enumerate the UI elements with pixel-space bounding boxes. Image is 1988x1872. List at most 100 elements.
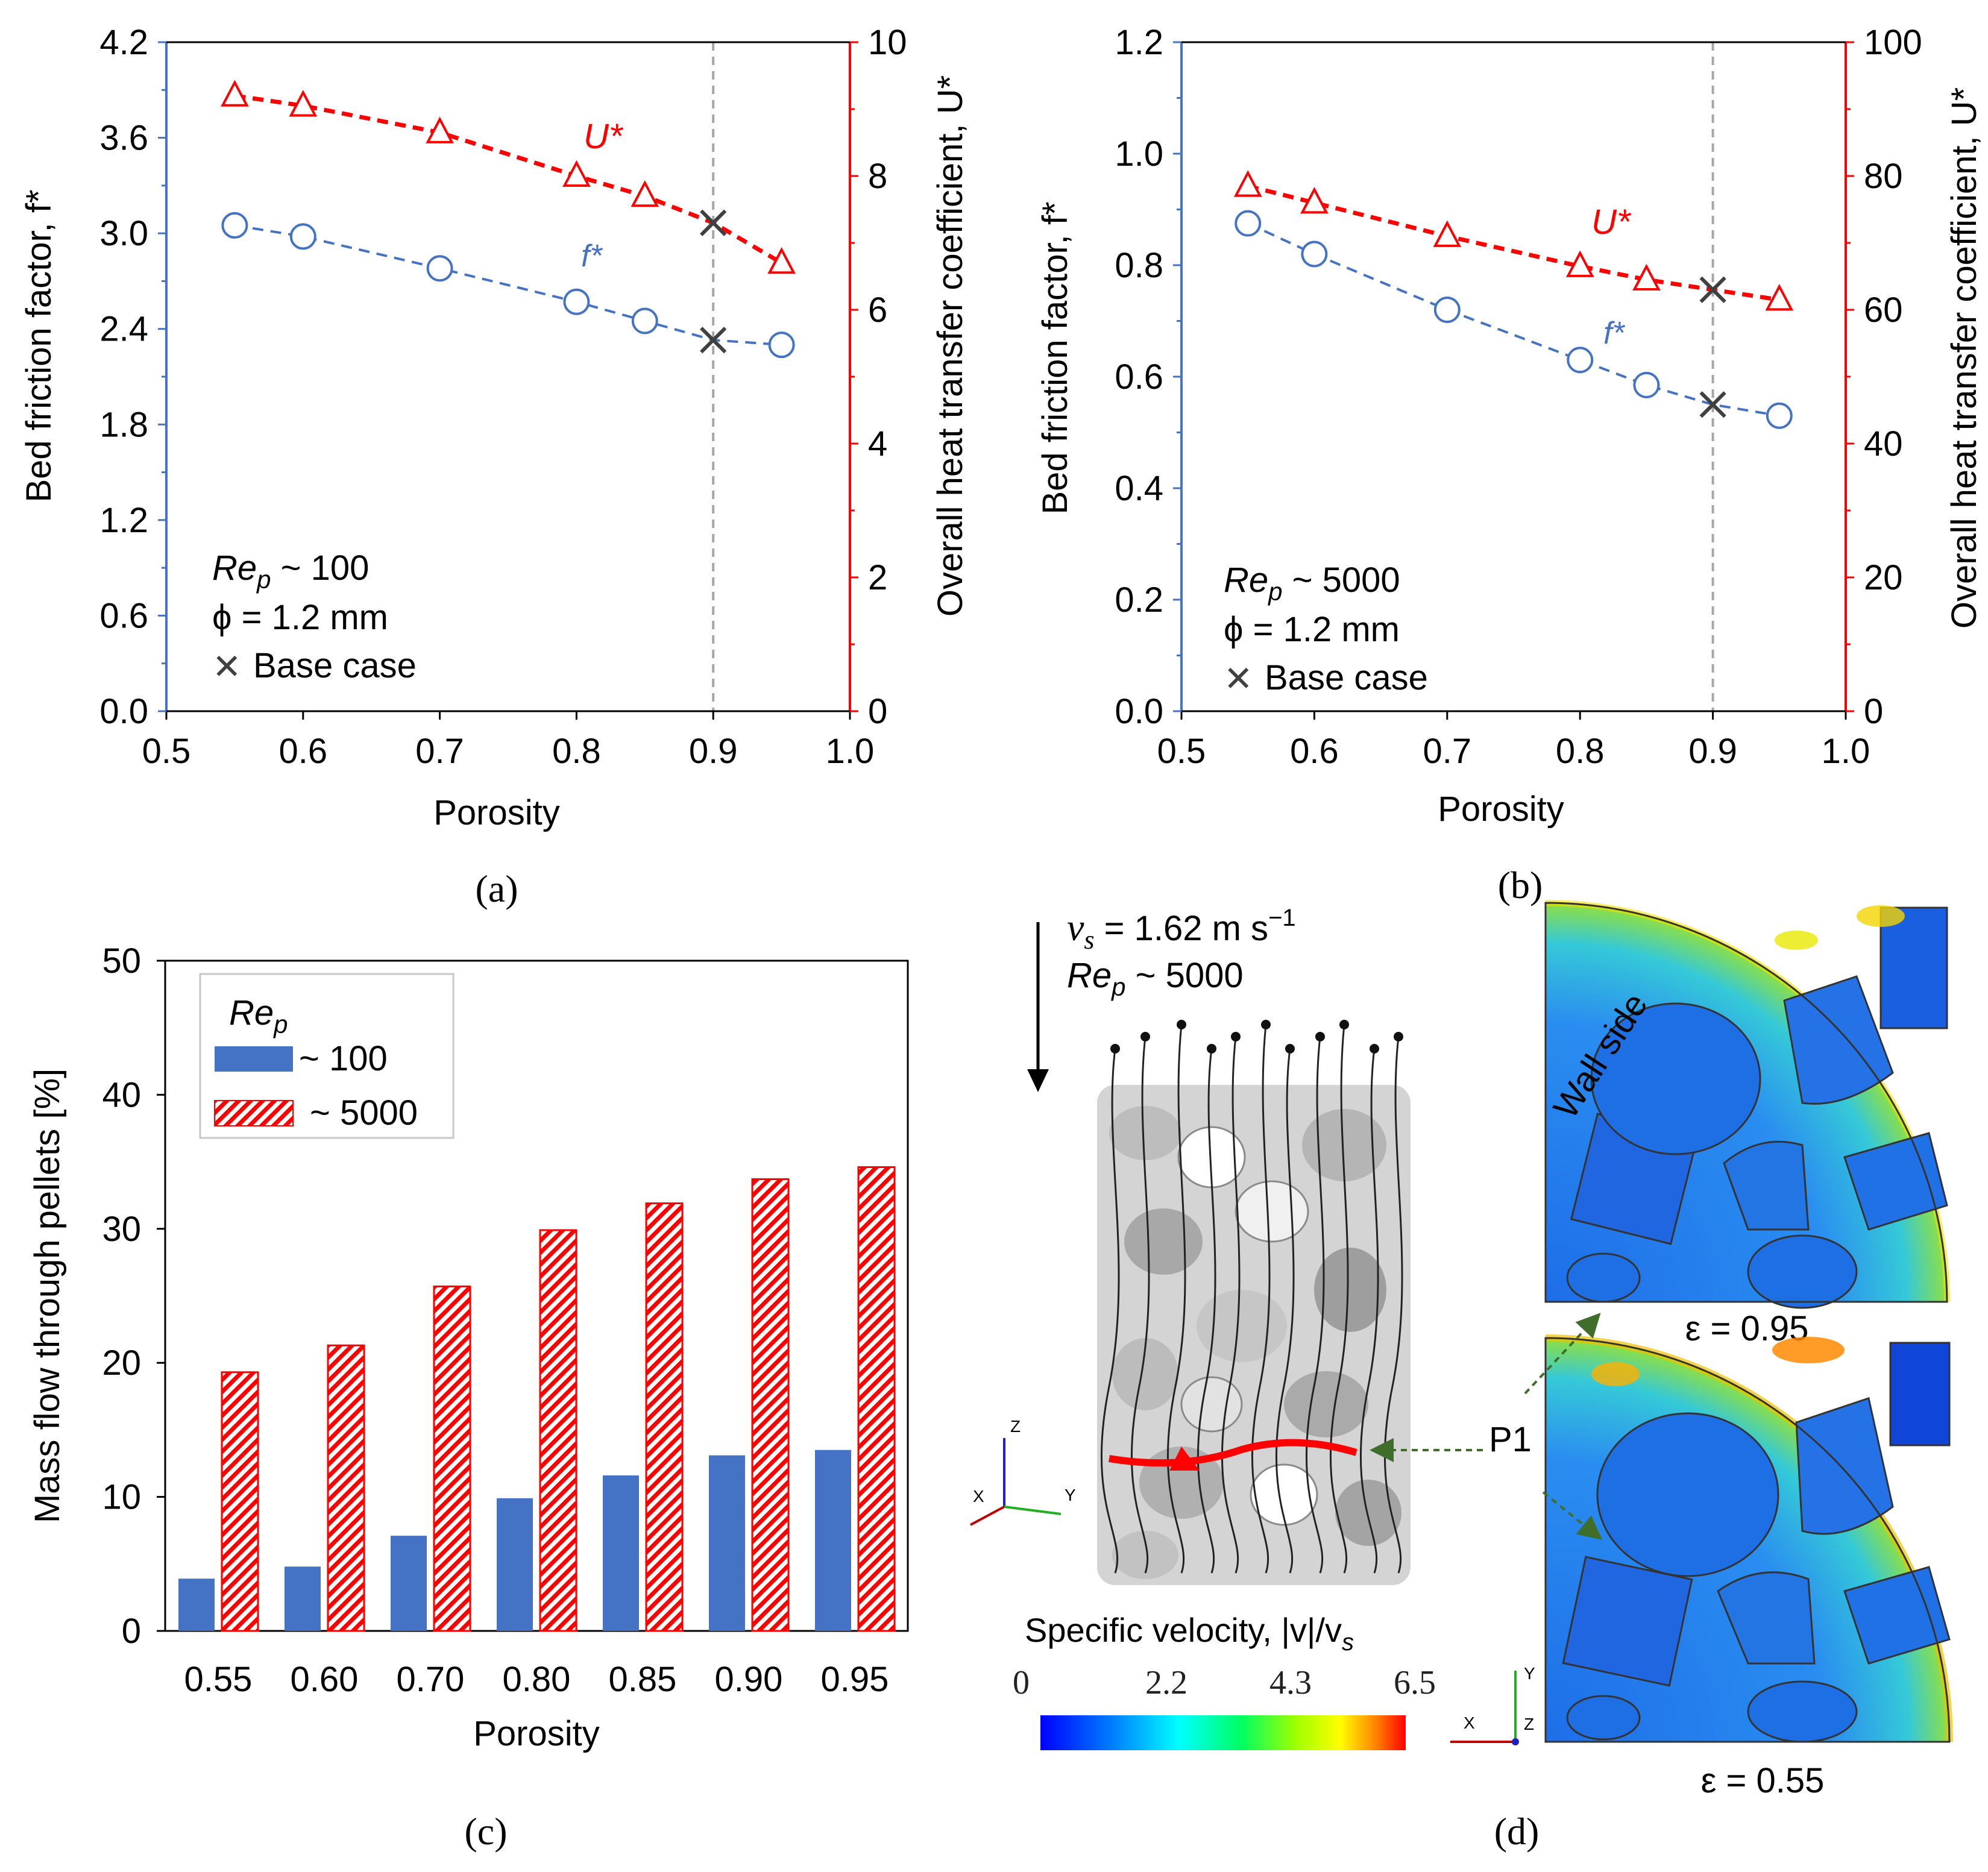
streamline xyxy=(1329,1024,1349,1574)
point-u xyxy=(631,180,659,207)
base-case-point xyxy=(700,327,727,354)
x-tick-label: 0.60 xyxy=(291,1660,359,1699)
colorbar xyxy=(1040,1715,1406,1750)
triad2-y-label: Y xyxy=(1524,1664,1535,1683)
series-line-u xyxy=(234,93,783,265)
y-left-tick-label: 0.2 xyxy=(1115,580,1163,620)
bar-re-5000 xyxy=(327,1344,365,1632)
y-tick-label: 0 xyxy=(122,1612,141,1651)
panel-b-chart: 0.5 0.6 0.7 0.8 0.9 1.0 0.0 0.2 0.4 0.6 0.8 1.0 1.2 0… xyxy=(1036,23,1984,906)
y-left-tick-label: 1.2 xyxy=(99,501,148,540)
base-case-point xyxy=(1699,391,1726,418)
legend-title: Rep xyxy=(229,993,288,1038)
point-f xyxy=(426,255,453,282)
panel-c-legend: Rep ~ 100 ~ 5000 xyxy=(199,973,455,1139)
bar-re-100 xyxy=(709,1455,745,1631)
colorbar-tick-label: 2.2 xyxy=(1145,1664,1187,1701)
y-left-tick-label: 3.0 xyxy=(99,214,148,253)
streamline xyxy=(1221,1036,1241,1574)
y-left-tick-label: 1.2 xyxy=(1115,23,1163,62)
streamline xyxy=(1130,1036,1150,1574)
legend-label-100: ~ 100 xyxy=(299,1039,388,1078)
base-case-marker-icon: ✕ xyxy=(1224,659,1253,699)
y-left-tick-label: 0.6 xyxy=(1115,357,1163,397)
x-tick-label: 1.0 xyxy=(826,732,875,771)
colorbar-tick-label: 0 xyxy=(1013,1664,1030,1701)
y-right-tick-label: 0 xyxy=(1864,692,1883,731)
panel-b-annotation-phi: ϕ = 1.2 mm xyxy=(1224,610,1400,649)
streamline-seed xyxy=(1261,1020,1271,1029)
y-left-tick-label: 1.0 xyxy=(1115,134,1163,174)
streamline-seed xyxy=(1207,1044,1216,1054)
streamline-seed xyxy=(1110,1044,1120,1054)
panel-c-ylabel: Mass flow through pellets [%] xyxy=(28,1069,67,1523)
streamline-seed xyxy=(1394,1032,1403,1041)
base-case-point xyxy=(700,209,727,236)
y-left-tick-label: 3.6 xyxy=(99,119,148,158)
y-tick-label: 20 xyxy=(102,1343,141,1383)
panel-b-label-u: U* xyxy=(1591,203,1632,242)
bar-re-100 xyxy=(603,1475,639,1631)
streamline-seed xyxy=(1231,1032,1241,1041)
y-left-tick-label: 0.8 xyxy=(1115,246,1163,285)
y-left-tick-label: 0.0 xyxy=(99,692,148,731)
bar-re-5000 xyxy=(751,1178,790,1632)
y-right-tick-label: 40 xyxy=(1864,424,1903,463)
x-tick-label: 0.7 xyxy=(415,732,464,771)
bar-re-5000 xyxy=(645,1202,684,1632)
y-tick-label: 10 xyxy=(102,1478,141,1517)
series-line-f xyxy=(234,224,782,347)
y-right-tick-label: 6 xyxy=(868,291,887,330)
y-left-tick-label: 2.4 xyxy=(99,310,148,349)
streamline xyxy=(1359,1048,1379,1574)
panel-b-ylabel-right: Overall heat transfer coefficient, U* xyxy=(1945,87,1984,629)
x-tick-label: 0.9 xyxy=(689,732,738,771)
axis-triad-2d: Y X Z xyxy=(1450,1664,1535,1745)
triad2-z-label: Z xyxy=(1524,1715,1534,1733)
panel-a-ylabel-right: Overall heat transfer coefficient, U* xyxy=(931,75,970,617)
x-tick-label: 1.0 xyxy=(1822,732,1870,771)
panel-a-xlabel: Porosity xyxy=(433,793,560,832)
cross-section-055 xyxy=(1544,1334,1953,1743)
point-u xyxy=(1233,170,1262,197)
point-u xyxy=(1433,220,1462,247)
x-tick-label: 0.7 xyxy=(1423,732,1471,771)
point-f xyxy=(768,331,795,359)
bar-re-5000 xyxy=(221,1371,259,1632)
y-right-tick-label: 2 xyxy=(868,558,887,597)
axis-triad-3d: Z X Y xyxy=(970,1417,1076,1526)
flow-velocity-label: vs = 1.62 m s−1 xyxy=(1067,905,1296,955)
bar-re-5000 xyxy=(433,1285,471,1632)
point-f xyxy=(1633,371,1660,398)
point-u xyxy=(289,90,318,117)
x-tick-label: 0.55 xyxy=(184,1660,253,1699)
p1-label: P1 xyxy=(1489,1420,1532,1459)
streamline xyxy=(1197,1048,1216,1574)
point-f xyxy=(563,288,590,315)
bar-re-100 xyxy=(391,1536,427,1631)
streamline-seed xyxy=(1140,1032,1150,1041)
bar-re-100 xyxy=(178,1578,215,1631)
y-right-tick-label: 80 xyxy=(1864,157,1903,196)
panel-d-caption: (d) xyxy=(1494,1810,1540,1853)
x-tick-label: 0.8 xyxy=(552,732,601,771)
colorbar-tick-label: 6.5 xyxy=(1394,1664,1436,1701)
triad2-x-label: X xyxy=(1464,1713,1475,1732)
point-f xyxy=(1433,297,1461,323)
base-case-marker-icon: ✕ xyxy=(212,647,242,686)
flow-re-label: Rep ~ 5000 xyxy=(1067,956,1244,1001)
streamline-seed xyxy=(1370,1044,1379,1054)
bar-re-100 xyxy=(497,1498,533,1631)
point-u xyxy=(1565,250,1594,277)
y-right-tick-label: 4 xyxy=(868,424,887,463)
panel-c-xlabel: Porosity xyxy=(473,1714,600,1753)
streamline-seed xyxy=(1177,1020,1186,1029)
eps-055-label: ε = 0.55 xyxy=(1701,1761,1825,1800)
streamline xyxy=(1100,1048,1120,1574)
legend-swatch-100 xyxy=(215,1046,293,1072)
y-right-tick-label: 100 xyxy=(1864,23,1922,62)
bar-re-5000 xyxy=(857,1166,896,1632)
panel-a-annotation-base-case: Base case xyxy=(253,646,417,685)
y-left-tick-label: 1.8 xyxy=(99,405,148,444)
